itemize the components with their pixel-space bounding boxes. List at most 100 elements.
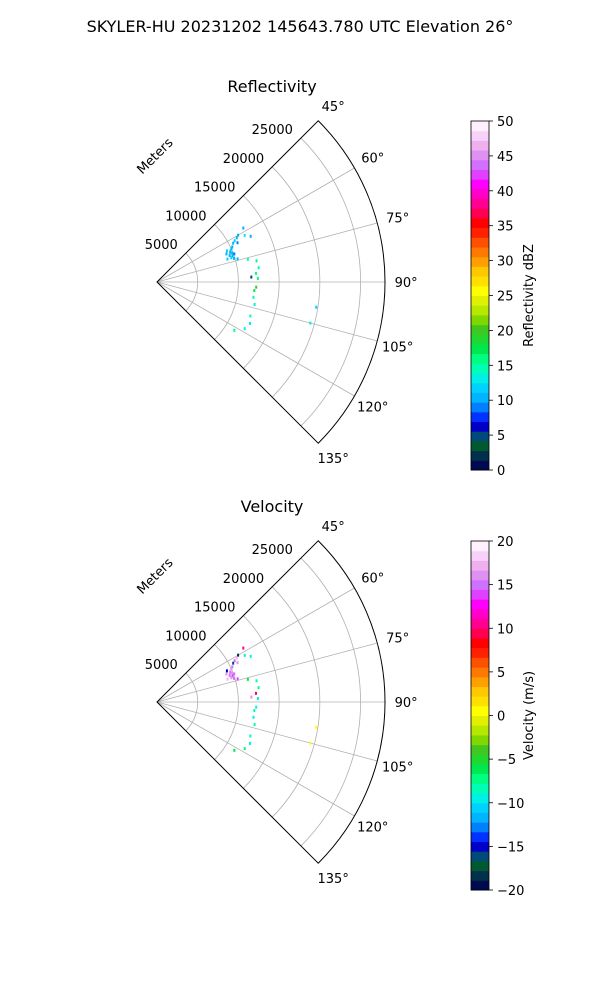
data-point <box>235 236 238 240</box>
colorbar-segment <box>471 373 489 384</box>
colorbar-segment <box>471 421 489 432</box>
polar-frame <box>156 120 386 444</box>
colorbar-segment <box>471 637 489 649</box>
colorbar-tick-label: 0 <box>497 464 505 479</box>
data-point <box>252 715 255 719</box>
colorbar-segment <box>471 353 489 364</box>
colorbar-segment <box>471 793 489 804</box>
data-point <box>229 249 232 253</box>
data-point <box>249 734 252 738</box>
data-point <box>257 266 260 270</box>
radial-tick-label: 5000 <box>145 658 178 673</box>
colorbar-segment <box>471 382 489 393</box>
colorbar-segment <box>471 276 489 287</box>
angle-tick-label: 90° <box>395 696 418 711</box>
colorbar-segment <box>471 140 489 151</box>
colorbar-segment <box>471 256 489 267</box>
colorbar-segment <box>471 247 489 258</box>
polar-frame <box>156 540 386 864</box>
colorbar-segment <box>471 705 489 716</box>
data-point <box>233 672 236 676</box>
data-point <box>243 233 246 237</box>
data-point <box>246 257 249 261</box>
colorbar-tick-label: −5 <box>497 753 516 768</box>
colorbar-segment <box>471 860 489 872</box>
data-point <box>242 646 245 650</box>
radial-tick-label: 25000 <box>252 543 293 558</box>
data-point <box>233 239 236 243</box>
colorbar-tick-label: 45 <box>497 150 514 165</box>
radial-axis-label: Meters <box>134 555 176 597</box>
colorbar-segment <box>471 657 489 668</box>
data-point <box>233 748 236 752</box>
colorbar-tick-label: −15 <box>497 840 524 855</box>
colorbar-segment <box>471 314 489 326</box>
colorbar-tick-label: 20 <box>497 535 514 550</box>
data-point <box>243 327 246 331</box>
data-point <box>256 696 259 700</box>
colorbar-segment <box>471 880 489 891</box>
colorbar-label: Reflectivity dBZ <box>522 244 537 347</box>
colorbar-segment <box>471 305 489 316</box>
colorbar-segment <box>471 460 489 471</box>
data-point <box>231 674 234 678</box>
colorbar-segment <box>471 392 489 403</box>
colorbar-label: Velocity (m/s) <box>522 671 537 760</box>
data-point <box>246 677 249 681</box>
colorbar-segment <box>471 686 489 697</box>
colorbar-segment <box>471 402 489 413</box>
colorbar-segment <box>471 608 489 620</box>
data-point <box>255 285 258 289</box>
data-point <box>236 257 239 261</box>
colorbar-tick-label: 35 <box>497 220 514 235</box>
data-point <box>225 672 228 676</box>
colorbar-segment <box>471 628 489 639</box>
data-point <box>237 233 240 237</box>
colorbar-tick-label: 5 <box>497 666 505 681</box>
radial-tick-label: 5000 <box>145 238 178 253</box>
grid-spoke <box>156 701 355 817</box>
colorbar-segment <box>471 744 489 755</box>
colorbar-segment <box>471 130 489 141</box>
colorbar-segment <box>471 725 489 736</box>
data-point <box>228 674 231 678</box>
colorbar-segment <box>471 237 489 248</box>
colorbar-tick-label: 25 <box>497 290 514 305</box>
data-point <box>231 254 234 258</box>
colorbar-segment <box>471 266 489 277</box>
colorbar-segment <box>471 198 489 209</box>
data-point <box>229 250 232 254</box>
data-point <box>230 256 233 260</box>
data-point <box>225 249 228 253</box>
radial-tick-label: 10000 <box>165 209 206 224</box>
radial-tick-label: 15000 <box>194 181 235 196</box>
colorbar-segment <box>471 227 489 238</box>
colorbar-segment <box>471 618 489 629</box>
data-point <box>248 741 251 745</box>
data-point <box>242 226 245 230</box>
colorbar-segment <box>471 812 489 823</box>
panel-title: Velocity <box>241 497 304 516</box>
colorbar-segment <box>471 343 489 355</box>
data-point <box>229 669 232 673</box>
data-point <box>243 747 246 751</box>
data-point <box>252 295 255 299</box>
data-point <box>236 677 239 681</box>
colorbar-segment <box>471 324 489 335</box>
data-point <box>231 665 234 669</box>
colorbar-segment <box>471 570 489 581</box>
colorbar-segment <box>471 334 489 345</box>
data-point <box>253 723 256 727</box>
panel-title: Reflectivity <box>227 77 316 96</box>
colorbar-segment <box>471 822 489 833</box>
panels: Reflectivity50001000015000200002500045°6… <box>134 77 537 899</box>
data-point <box>230 247 233 251</box>
data-point <box>229 670 232 674</box>
colorbar-segment <box>471 450 489 461</box>
radial-tick-label: 20000 <box>223 572 264 587</box>
angle-tick-label: 90° <box>395 276 418 291</box>
data-point <box>231 251 234 255</box>
data-point <box>249 314 252 318</box>
colorbar-segment <box>471 647 489 658</box>
